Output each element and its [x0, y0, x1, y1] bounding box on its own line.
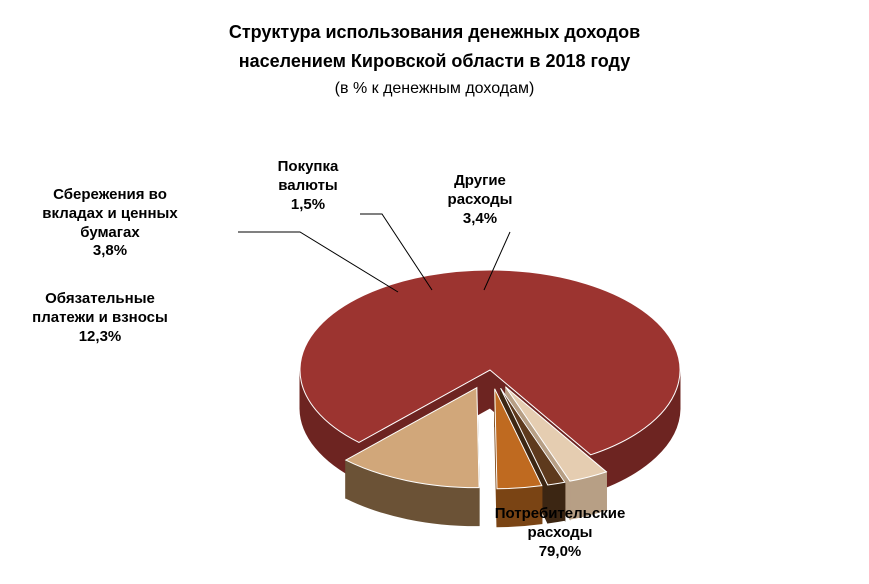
slice-label-pct: 3,8% — [0, 242, 220, 261]
slice-label-line: бумагах — [0, 224, 220, 243]
slice-label-line: расходы — [450, 524, 670, 543]
slice-label-line: Потребительские — [450, 505, 670, 524]
slice-label-consumer: Потребительскиерасходы79,0% — [450, 505, 670, 561]
chart-container: Структура использования денежных доходов… — [0, 0, 869, 584]
slice-label-line: платежи и взносы — [0, 309, 210, 328]
slice-label-mandatory: Обязательныеплатежи и взносы12,3% — [0, 290, 210, 346]
slice-label-line: вкладах и ценных — [0, 205, 220, 224]
slice-label-line: Другие — [370, 172, 590, 191]
slice-label-line: расходы — [370, 191, 590, 210]
slice-label-pct: 3,4% — [370, 210, 590, 229]
slice-label-line: Сбережения во — [0, 186, 220, 205]
slice-label-pct: 79,0% — [450, 543, 670, 562]
slice-label-line: Обязательные — [0, 290, 210, 309]
slice-label-other: Другиерасходы3,4% — [370, 172, 590, 228]
slice-label-pct: 12,3% — [0, 328, 210, 347]
slice-label-savings: Сбережения вовкладах и ценныхбумагах3,8% — [0, 186, 220, 261]
